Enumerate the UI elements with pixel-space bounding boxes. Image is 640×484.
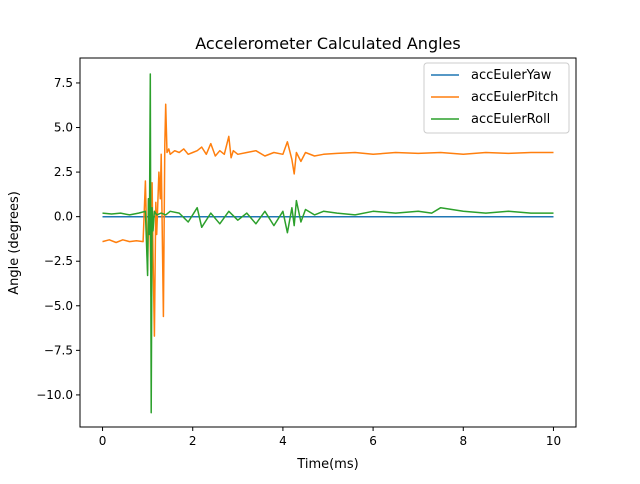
y-tick-label: 2.5 xyxy=(54,165,73,179)
chart-title: Accelerometer Calculated Angles xyxy=(195,34,460,53)
x-axis-label: Time(ms) xyxy=(296,457,358,472)
axis-ticks: 0 2 4 6 8 10 7.5 5.0 2.5 0.0 −2.5 −5.0 −7.5 −10.0 xyxy=(36,76,561,448)
y-tick-label: 7.5 xyxy=(54,76,73,90)
legend-label-roll: accEulerRoll xyxy=(471,112,550,127)
x-tick-label: 6 xyxy=(369,434,377,448)
y-axis-label: Angle (degrees) xyxy=(7,191,22,295)
y-tick-label: −5.0 xyxy=(44,299,73,313)
legend-label-yaw: accEulerYaw xyxy=(471,68,552,83)
legend-label-pitch: accEulerPitch xyxy=(471,90,558,105)
y-tick-label: 5.0 xyxy=(54,121,73,135)
legend: accEulerYaw accEulerPitch accEulerRoll xyxy=(423,62,570,134)
y-tick-label: −10.0 xyxy=(36,388,73,402)
y-tick-label: −2.5 xyxy=(44,254,73,268)
plot-area xyxy=(102,73,554,414)
y-tick-label: −7.5 xyxy=(44,343,73,357)
series-line-roll xyxy=(102,73,554,414)
x-tick-label: 10 xyxy=(546,434,561,448)
x-tick-label: 2 xyxy=(189,434,197,448)
x-tick-label: 4 xyxy=(279,434,287,448)
x-tick-label: 0 xyxy=(99,434,107,448)
legend-box xyxy=(423,62,570,134)
x-tick-label: 8 xyxy=(459,434,467,448)
axes-frame xyxy=(79,57,577,428)
y-tick-label: 0.0 xyxy=(54,210,73,224)
